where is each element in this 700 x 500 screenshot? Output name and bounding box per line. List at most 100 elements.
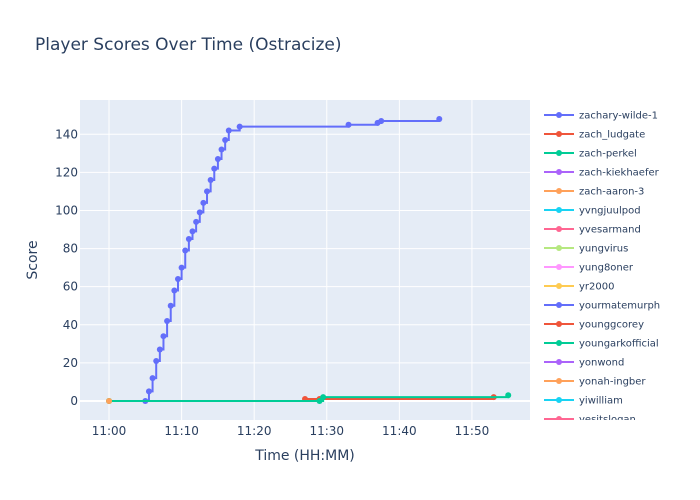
data-point-yourmatemurph [174, 276, 181, 283]
y-tick-label: 120 [55, 165, 78, 179]
legend-item[interactable]: yvngjuulpod [544, 206, 641, 217]
x-tick-label: 11:40 [382, 424, 417, 438]
legend-label: yungvirus [579, 244, 628, 255]
data-point-yourmatemurph [171, 287, 178, 294]
legend-swatch-marker [556, 150, 562, 156]
data-point-yourmatemurph [149, 375, 156, 382]
y-tick-label: 80 [63, 242, 78, 256]
data-point-youngarkofficial [320, 394, 327, 401]
x-axis-title: Time (HH:MM) [254, 448, 355, 464]
data-point-yourmatemurph [218, 146, 225, 153]
legend-item[interactable]: yung8oner [544, 263, 634, 274]
x-tick-label: 11:10 [164, 424, 199, 438]
data-point-yourmatemurph [225, 127, 232, 134]
legend-swatch-marker [556, 378, 562, 384]
legend-item[interactable]: zach-perkel [544, 149, 637, 160]
legend-label: yung8oner [579, 263, 634, 274]
legend-swatch-marker [556, 169, 562, 175]
legend-label: yr2000 [579, 282, 614, 293]
legend[interactable]: zachary-wilde-1 zach_ludgate zach-perkel za… [544, 111, 660, 426]
legend-item[interactable]: zachary-wilde-1 [544, 111, 658, 122]
legend-item[interactable]: yonah-ingber [544, 377, 646, 388]
y-tick-label: 60 [63, 280, 78, 294]
legend-swatch-marker [556, 321, 562, 327]
legend-item[interactable]: youngarkofficial [544, 339, 659, 350]
plot-area [80, 100, 530, 420]
legend-label: yvngjuulpod [579, 206, 641, 217]
legend-label: yiwilliam [579, 396, 623, 407]
legend-label: yonwond [579, 358, 624, 369]
data-point-yourmatemurph [236, 123, 243, 130]
data-point-youngarkofficial [505, 392, 512, 399]
chart-title: Player Scores Over Time (Ostracize) [35, 35, 342, 55]
legend-label: yesitslogan [579, 415, 636, 426]
x-tick-label: 11:00 [92, 424, 127, 438]
x-tick-label: 11:20 [237, 424, 272, 438]
data-point-yourmatemurph [222, 137, 229, 143]
legend-swatch-marker [556, 188, 562, 194]
legend-swatch-marker [556, 207, 562, 213]
legend-swatch-marker [556, 397, 562, 403]
legend-label: zach_ludgate [579, 130, 645, 141]
y-tick-label: 100 [55, 203, 78, 217]
data-point-yourmatemurph [160, 333, 167, 340]
legend-label: yvesarmand [579, 225, 641, 236]
legend-item[interactable]: yungvirus [544, 244, 628, 255]
legend-swatch-marker [556, 226, 562, 232]
legend-item[interactable]: yesitslogan [544, 415, 636, 426]
legend-item[interactable]: yonwond [544, 358, 624, 369]
legend-swatch-marker [556, 264, 562, 270]
y-tick-label: 140 [55, 127, 78, 141]
data-point-yourmatemurph [153, 357, 160, 364]
legend-item[interactable]: zach-aaron-3 [544, 187, 644, 198]
legend-item[interactable]: younggcorey [544, 320, 644, 331]
x-tick-label: 11:30 [309, 424, 344, 438]
legend-item[interactable]: zach_ludgate [544, 130, 645, 141]
data-point-yourmatemurph [196, 209, 203, 216]
legend-label: youngarkofficial [579, 339, 659, 350]
legend-label: zachary-wilde-1 [579, 111, 658, 122]
y-tick-label: 0 [70, 394, 78, 408]
legend-item[interactable]: yiwilliam [544, 396, 623, 407]
legend-swatch-marker [556, 359, 562, 365]
data-point-yourmatemurph [189, 228, 196, 235]
data-point-youngarkofficial [316, 397, 323, 404]
y-tick-label: 20 [63, 356, 78, 370]
data-point-yourmatemurph [345, 121, 352, 128]
legend-label: yonah-ingber [579, 377, 646, 388]
legend-swatch-marker [556, 245, 562, 251]
y-axis-title: Score [25, 240, 41, 279]
data-point-yourmatemurph [378, 117, 385, 124]
data-point-yourmatemurph [156, 346, 163, 353]
legend-swatch-marker [556, 302, 562, 308]
data-point-yourmatemurph [182, 247, 189, 254]
legend-label: yourmatemurph [579, 301, 660, 312]
data-point-yourmatemurph [164, 317, 171, 324]
data-point-yourmatemurph [214, 156, 221, 163]
legend-item[interactable]: yvesarmand [544, 225, 641, 236]
legend-label: zach-perkel [579, 149, 637, 160]
y-tick-label: 40 [63, 318, 78, 332]
data-point-yonah-ingber [106, 397, 113, 404]
data-point-yourmatemurph [193, 218, 200, 225]
legend-label: zach-kiekhaefer [579, 168, 660, 179]
series-lines [106, 116, 512, 404]
legend-item[interactable]: yr2000 [544, 282, 614, 293]
legend-item[interactable]: zach-kiekhaefer [544, 168, 660, 179]
legend-swatch-marker [556, 112, 562, 118]
legend-label: zach-aaron-3 [579, 187, 644, 198]
x-tick-label: 11:50 [455, 424, 490, 438]
legend-swatch-marker [556, 340, 562, 346]
data-point-yourmatemurph [436, 116, 443, 123]
axis-ticks: 11:00 11:10 11:20 11:30 11:40 11:50 0 20 40 60 80 1… [55, 127, 489, 438]
data-point-yourmatemurph [200, 199, 207, 206]
data-point-yourmatemurph [167, 302, 174, 309]
legend-swatch-marker [556, 283, 562, 289]
data-point-yourmatemurph [178, 264, 185, 271]
legend-label: younggcorey [579, 320, 644, 331]
data-point-yourmatemurph [207, 177, 214, 183]
legend-swatch-marker [556, 131, 562, 137]
legend-item[interactable]: yourmatemurph [544, 301, 660, 312]
legend-swatch-marker [556, 416, 562, 420]
